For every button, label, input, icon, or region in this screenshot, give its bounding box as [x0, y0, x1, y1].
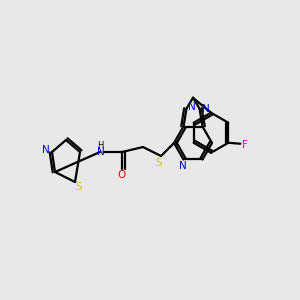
Text: N: N [188, 101, 195, 112]
Text: S: S [156, 158, 162, 168]
Text: F: F [242, 140, 248, 150]
Text: O: O [118, 170, 126, 180]
Text: N: N [42, 145, 50, 155]
Text: N: N [202, 103, 209, 113]
Text: N: N [97, 147, 105, 157]
Text: H: H [97, 140, 103, 149]
Text: S: S [76, 182, 82, 192]
Text: N: N [178, 161, 186, 172]
